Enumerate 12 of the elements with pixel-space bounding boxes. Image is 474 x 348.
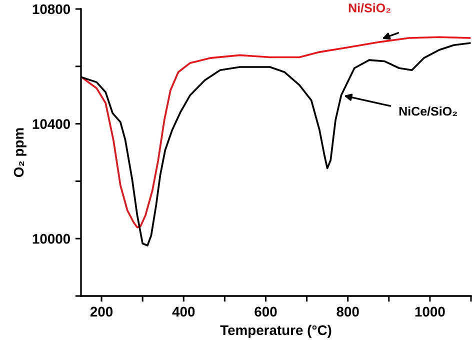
x-tick-label: 200 bbox=[90, 306, 113, 317]
y-tick-label: 10000 bbox=[32, 234, 70, 244]
y-tick-label: 10400 bbox=[32, 119, 70, 129]
x-tick-label: 800 bbox=[336, 306, 359, 317]
text: NiCe/SiO₂ bbox=[399, 106, 457, 116]
x-tick-label: 600 bbox=[254, 306, 277, 317]
text: Ni/SiO₂ bbox=[348, 3, 390, 13]
y-axis-title: O₂ ppm bbox=[14, 128, 26, 178]
x-axis-title: Temperature (°C) bbox=[220, 324, 332, 338]
x-tick-label: 400 bbox=[172, 306, 195, 317]
x-tick-label: 1000 bbox=[415, 306, 445, 317]
y-tick-label: 10800 bbox=[32, 4, 70, 14]
